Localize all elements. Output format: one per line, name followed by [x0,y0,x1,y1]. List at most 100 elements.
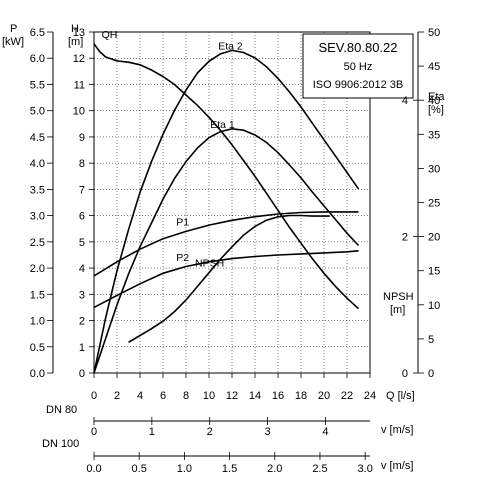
h-tick-label: 3 [79,289,85,301]
info-box: SEV.80.80.22 50 Hz ISO 9906:2012 3B [302,33,414,99]
v-dn80-tick-label: 4 [322,426,328,438]
eta-tick-label: 50 [428,27,440,39]
p-tick-label: 4.0 [30,158,45,170]
p-tick-label: 0.5 [30,342,45,354]
label-eta2: Eta 2 [218,40,243,52]
q-tick-label: 16 [272,390,284,402]
v-dn80-tick-label: 1 [149,426,155,438]
q-tick-label: 8 [183,390,189,402]
q-axis-label: Q [l/s] [386,390,415,402]
label-eta1: Eta 1 [210,119,235,131]
h-tick-label: 1 [79,342,85,354]
p-tick-label: 6.0 [30,53,45,65]
h-tick-label: 11 [74,79,85,91]
eta-tick-label: 10 [428,300,440,312]
h-tick-label: 9 [79,132,85,144]
h-tick-label: 6 [79,211,85,223]
p-tick-label: 3.0 [30,211,45,223]
q-tick-label: 4 [137,390,143,402]
h-tick-label: 2 [79,316,85,328]
q-tick-label: 24 [364,390,376,402]
h-tick-label: 10 [73,106,85,118]
p-tick-label: 1.5 [30,289,45,301]
npsh-axis-title: NPSH [383,291,414,303]
q-tick-label: 2 [114,390,120,402]
p-axis-unit: [kW] [2,36,24,48]
h-axis-unit: [m] [68,36,83,48]
dn100-label: DN 100 [42,438,79,450]
h-tick-label: 0 [79,368,85,380]
axes-layer: 0.0 0.5 1.0 1.5 2.0 2.5 3.0 3.5 4.0 4.5 5.0 5.5 6.0 6… [30,27,441,475]
q-tick-label: 12 [226,390,238,402]
p-tick-label: 2.5 [30,237,45,249]
p-tick-label: 0.0 [30,368,45,380]
p-tick-label: 2.0 [30,263,45,275]
q-tick-label: 20 [318,390,330,402]
p-tick-label: 3.5 [30,184,45,196]
v-dn80-tick-label: 3 [264,426,270,438]
p-tick-label: 6.5 [30,27,45,39]
eta-tick-label: 0 [428,368,434,380]
p-tick-label: 5.0 [30,106,45,118]
npsh-tick-label: 2 [402,232,408,244]
q-tick-label: 22 [341,390,353,402]
q-tick-label: 0 [91,390,97,402]
eta-tick-label: 15 [428,266,440,278]
curve-npsh [128,214,330,343]
v-dn100-tick-label: 0.5 [132,463,147,475]
curve-qh [93,43,360,310]
npsh-axis-unit: [m] [390,304,405,316]
p-tick-label: 5.5 [30,79,45,91]
label-npsh: NPSH [195,258,224,270]
v-dn80-tick-label: 2 [207,426,213,438]
v-dn80-axis-label: v [m/s] [381,424,413,436]
label-p1: P1 [176,217,189,229]
eta-tick-label: 25 [428,198,440,210]
standard-label: ISO 9906:2012 3B [313,79,404,91]
h-tick-label: 4 [79,263,85,275]
curve-eta1 [93,127,360,374]
h-tick-label: 5 [79,237,85,249]
frequency-label: 50 Hz [344,61,373,73]
dn80-label: DN 80 [46,404,77,416]
curve-eta2 [93,49,360,374]
q-tick-label: 10 [203,390,215,402]
npsh-tick-label: 4 [402,95,408,107]
curves-layer: QH Eta 2 Eta 1 P1 P2 NPSH [93,29,360,374]
v-dn100-tick-label: 1.5 [222,463,237,475]
eta-tick-label: 5 [428,334,434,346]
label-qh: QH [102,29,118,41]
p-axis-title: P [10,23,17,35]
v-dn100-tick-label: 2.5 [312,463,327,475]
curve-p1 [93,211,359,277]
eta-axis-title: Eta [428,91,445,103]
v-dn100-tick-label: 2.0 [267,463,282,475]
v-dn100-tick-label: 0.0 [86,463,101,475]
eta-tick-label: 40 [428,95,440,107]
q-tick-label: 6 [160,390,166,402]
eta-tick-label: 20 [428,232,440,244]
eta-tick-label: 45 [428,61,440,73]
p-tick-label: 1.0 [30,316,45,328]
h-tick-label: 12 [73,53,85,65]
eta-tick-label: 30 [428,163,440,175]
v-dn100-tick-label: 1.0 [177,463,192,475]
curve-p2 [93,250,359,309]
h-tick-label: 8 [79,158,85,170]
h-tick-label: 7 [79,184,85,196]
model-name: SEV.80.80.22 [318,40,397,55]
eta-tick-label: 35 [428,129,440,141]
h-tick-label: 13 [73,27,85,39]
v-dn100-axis-label: v [m/s] [381,460,413,472]
v-dn80-tick-label: 0 [91,426,97,438]
q-tick-label: 18 [295,390,307,402]
label-p2: P2 [176,252,189,264]
npsh-tick-label: 0 [402,368,408,380]
q-tick-label: 14 [249,390,261,402]
plot-grid [93,31,371,374]
h-axis-title: H [71,23,79,35]
v-dn100-tick-label: 3.0 [358,463,373,475]
p-tick-label: 4.5 [30,132,45,144]
eta-axis-unit: [%] [428,104,444,116]
